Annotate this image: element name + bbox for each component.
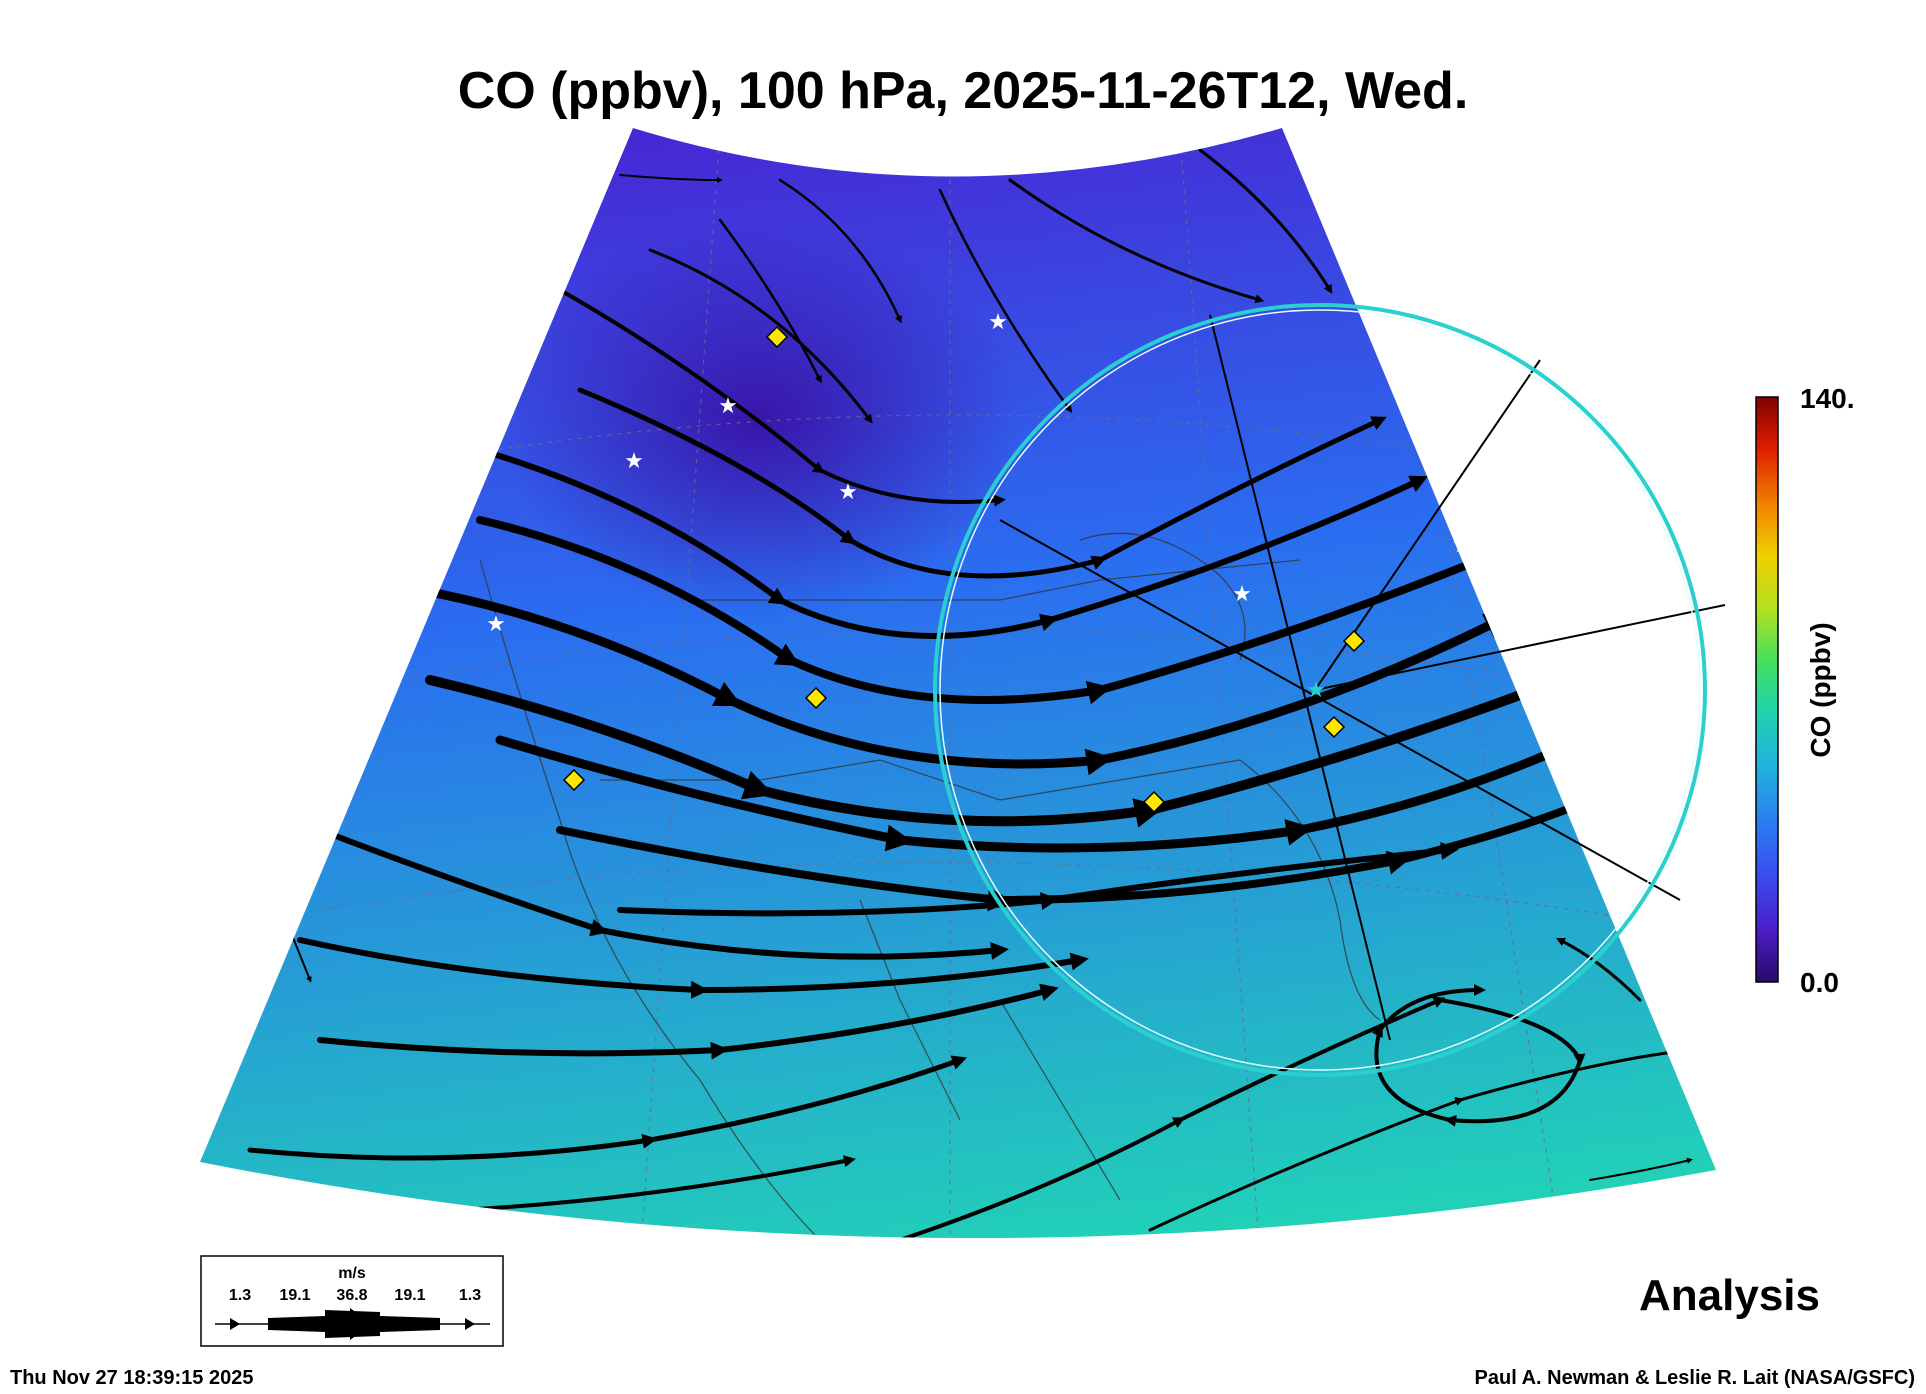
streamline [1589,1157,1693,1181]
star-icon: ★ [486,612,506,637]
wind-legend-speed-2: 19.1 [279,1287,310,1304]
map-title: CO (ppbv), 100 hPa, 2025-11-26T12, Wed. [458,62,1469,120]
streamline [778,178,902,324]
streamline [1008,178,1265,304]
timestamp: Thu Nov 27 18:39:15 2025 [10,1367,253,1389]
streamline [1371,984,1586,1127]
wind-legend-speed-5: 1.3 [459,1287,481,1304]
streamline [247,1055,968,1161]
diamond-icon [765,325,789,349]
diamond-icon [1142,790,1166,814]
wind-legend-speed-4: 19.1 [394,1287,425,1304]
wind-legend-speed-3: 36.8 [336,1287,367,1304]
streamline [317,983,1059,1060]
star-icon: ★ [1232,582,1252,607]
star-icon: ★ [1452,533,1472,558]
star-icon: ★ [988,310,1008,335]
colorbar: 140. 0.0 CO (ppbv) [1755,383,1855,998]
diamond-icon [562,768,586,792]
analysis-label: Analysis [1639,1271,1820,1320]
star-icon: ★ [624,449,644,474]
colorbar-max-label: 140. [1800,383,1855,414]
credit: Paul A. Newman & Leslie R. Lait (NASA/GS… [1475,1367,1915,1389]
diamond-icon [1342,629,1366,653]
wind-legend-speed-1: 1.3 [229,1287,251,1304]
station-stars: ★ ★ ★ ★ ★ ★ ★ ★ [486,310,1472,703]
streamline [718,218,822,384]
streamline [938,188,1073,414]
colorbar-title: CO (ppbv) [1805,622,1836,757]
wind-legend-unit: m/s [338,1265,366,1282]
streamline [619,174,723,183]
streamline [617,841,1459,917]
streamline [898,996,1446,1239]
streamline [297,937,1089,999]
map-panel [200,128,1716,1239]
station-diamonds [562,325,1366,814]
streamline [648,248,873,424]
center-star-icon: ★ [1306,678,1326,703]
streamline [1198,148,1333,294]
wind-streamlines [247,148,1695,1239]
range-ring [933,303,1707,1077]
colorbar-scale [1755,396,1779,983]
diamond-icon [804,686,828,710]
streamline [458,1155,856,1212]
streamline [1555,937,1642,1002]
wind-legend: m/s 1.3 19.1 36.8 19.1 1.3 [200,1255,504,1347]
star-icon: ★ [838,480,858,505]
diamond-icon [1322,715,1346,739]
star-icon: ★ [718,394,738,419]
colorbar-min-label: 0.0 [1800,967,1839,998]
